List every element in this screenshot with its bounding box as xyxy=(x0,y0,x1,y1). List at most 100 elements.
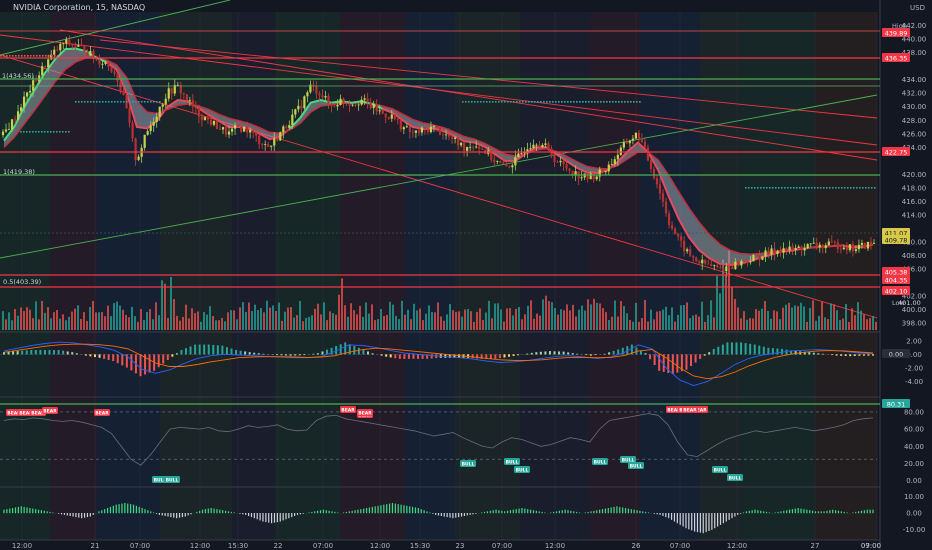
osc-bar xyxy=(32,508,34,514)
candle-body xyxy=(839,248,842,250)
volume-bar xyxy=(635,302,637,330)
volume-bar xyxy=(404,314,406,330)
volume-bar xyxy=(449,304,451,330)
grid-lines xyxy=(0,0,881,550)
candle-body xyxy=(143,134,146,148)
rsi-tick: 60.00 xyxy=(904,426,924,434)
osc-bar xyxy=(806,509,808,514)
candle-body xyxy=(327,96,330,104)
osc-bar xyxy=(363,508,365,514)
volume-bar xyxy=(812,300,814,330)
candle-body xyxy=(408,126,411,133)
volume-bar xyxy=(842,318,844,330)
buy-signal-label: BULL xyxy=(166,478,179,484)
candle-body xyxy=(767,250,770,255)
buy-signal-label: BULL xyxy=(622,458,635,464)
volume-bar xyxy=(845,304,847,330)
osc-bar xyxy=(486,511,489,514)
volume-bar xyxy=(599,303,601,330)
osc-bar xyxy=(731,513,733,519)
dot-trail xyxy=(33,55,35,57)
price-tick: 408.00 xyxy=(902,252,927,260)
volume-bar xyxy=(341,278,343,330)
osc-bar xyxy=(837,510,840,514)
macd-hist-bar xyxy=(649,354,652,360)
macd-tick: 0.00 xyxy=(906,351,922,359)
candle-body xyxy=(725,266,728,272)
osc-bar xyxy=(489,510,491,514)
time-tick: 07:00 xyxy=(313,542,333,550)
dot-trail xyxy=(772,187,774,189)
volume-bar xyxy=(758,310,760,330)
candle-body xyxy=(273,138,276,146)
level-badge-text: 405.38 xyxy=(885,269,908,277)
candle-body xyxy=(851,244,855,252)
volume-bar xyxy=(872,316,874,330)
volume-bar xyxy=(290,307,292,330)
osc-bar xyxy=(780,511,782,514)
candle-body xyxy=(179,84,182,94)
dot-trail xyxy=(105,101,107,103)
macd-hist-bar xyxy=(385,354,388,357)
volume-bar xyxy=(284,311,286,330)
sell-signal-tag xyxy=(340,406,356,413)
volume-bar xyxy=(281,320,283,330)
osc-bar xyxy=(599,509,601,514)
osc-bar xyxy=(593,510,595,514)
macd-hist-bar xyxy=(244,351,247,355)
candle-body xyxy=(185,94,188,101)
buy-signal-label: BULL xyxy=(714,468,727,474)
volume-bar xyxy=(134,316,136,330)
volume-bar xyxy=(137,321,139,330)
candle-body xyxy=(547,143,550,149)
volume-bar xyxy=(557,314,559,330)
candle-body xyxy=(1,131,5,136)
volume-bar xyxy=(629,319,631,330)
candle-body xyxy=(866,241,870,249)
macd-hist-bar xyxy=(93,354,96,358)
dot-trail xyxy=(859,187,861,189)
dot-trail xyxy=(594,101,596,103)
dot-trail xyxy=(45,55,47,57)
osc-bar xyxy=(354,510,356,514)
candle-body xyxy=(149,125,152,132)
volume-bar xyxy=(20,307,22,330)
candle-body xyxy=(773,248,776,254)
candle-body xyxy=(758,255,761,260)
macd-hist-bar xyxy=(485,354,488,359)
candle-body xyxy=(194,106,197,108)
osc-bar xyxy=(12,508,14,514)
volume-bar xyxy=(257,310,259,330)
osc-bar xyxy=(783,510,785,514)
osc-bar xyxy=(132,504,135,514)
sell-signal-label: BEAR xyxy=(31,411,45,417)
buy-signal-tag xyxy=(712,466,728,473)
chart-title: NVIDIA Corporation, 15, NASDAQ xyxy=(13,3,145,12)
macd-hist-bar xyxy=(12,351,15,355)
time-tick: 09:00 xyxy=(861,542,881,550)
osc-bar xyxy=(247,513,250,516)
osc-bar xyxy=(627,508,630,514)
dot-trail xyxy=(56,131,58,133)
volume-bar xyxy=(797,306,799,330)
candle-body xyxy=(318,93,321,96)
volume-bar xyxy=(446,314,448,330)
candle-body xyxy=(59,43,62,51)
dot-trail xyxy=(144,101,146,103)
rsi-panel: BEARBEARBEARBEARBEARBEARBULLBULLBEARBEAR… xyxy=(0,406,877,484)
candle-body xyxy=(460,142,463,146)
osc-bar xyxy=(576,511,578,514)
macd-hist-bar xyxy=(326,349,329,355)
price-axis: 442.00 440.00 438.00 434.00 432.00 430.00 428.… xyxy=(882,22,926,534)
osc-bar xyxy=(115,504,117,514)
dot-trail xyxy=(621,101,623,103)
macd-hist-bar xyxy=(230,348,233,355)
volume-bar xyxy=(398,319,400,330)
volume-bar xyxy=(185,304,187,330)
volume-bar xyxy=(116,301,118,330)
candle-body xyxy=(423,127,427,129)
osc-bar xyxy=(365,508,368,514)
macd-hist-bar xyxy=(803,351,806,355)
osc-bar xyxy=(184,513,186,517)
